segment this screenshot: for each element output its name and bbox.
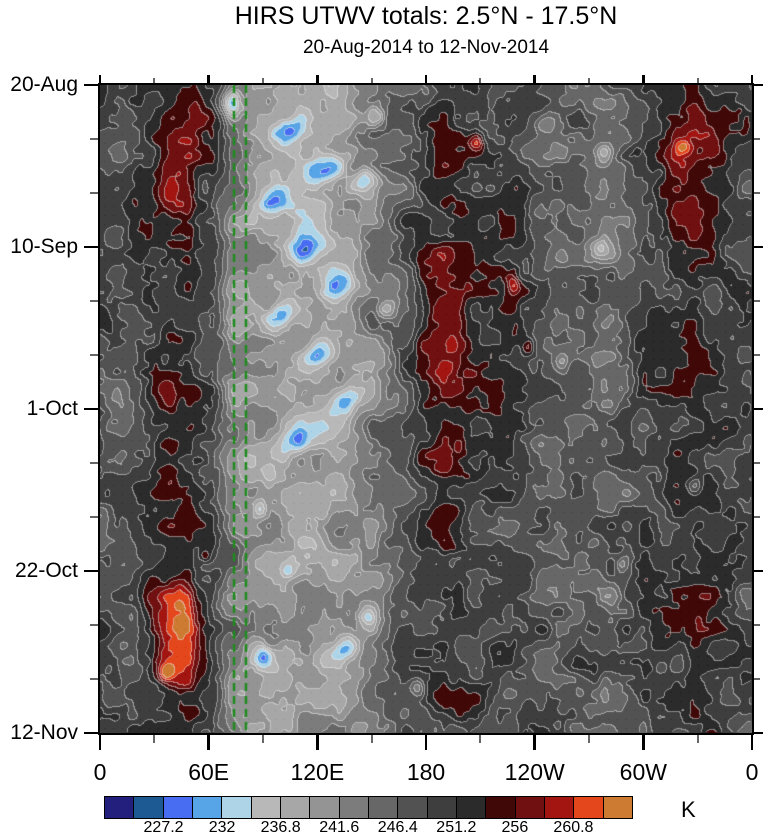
y-minor-tick xyxy=(90,138,98,140)
y-tick-label: 10-Sep xyxy=(10,235,78,258)
colorbar-tick-label: 236.8 xyxy=(260,819,301,834)
contour-field-canvas xyxy=(100,85,752,733)
colorbar-swatch xyxy=(485,797,515,818)
y-tick-label: 20-Aug xyxy=(10,73,78,96)
y-minor-tick-right xyxy=(754,192,760,194)
y-major-tick xyxy=(84,569,98,573)
y-major-tick xyxy=(84,245,98,249)
x-tick-label: 60E xyxy=(188,759,230,785)
colorbar-swatch xyxy=(573,797,603,818)
y-major-tick xyxy=(84,407,98,411)
y-minor-tick-right xyxy=(754,138,760,140)
colorbar-swatch xyxy=(105,797,134,818)
y-minor-tick xyxy=(90,192,98,194)
plot-area xyxy=(98,83,754,735)
colorbar-swatch xyxy=(455,797,486,818)
x-minor-tick xyxy=(588,735,590,743)
colorbar-swatch xyxy=(309,797,339,818)
y-tick-label: 12-Nov xyxy=(10,721,78,744)
y-minor-tick xyxy=(90,516,98,518)
y-major-tick xyxy=(84,731,98,735)
x-tick-label: 60W xyxy=(619,759,667,785)
colorbar-tick-label: 241.6 xyxy=(319,819,360,834)
y-minor-tick xyxy=(90,462,98,464)
x-major-tick xyxy=(207,735,210,750)
y-minor-tick xyxy=(90,300,98,302)
x-major-tick-top xyxy=(207,75,210,83)
chart-subtitle: 20-Aug-2014 to 12-Nov-2014 xyxy=(302,37,550,58)
x-major-tick-top xyxy=(424,75,428,83)
colorbar-tick-label: 227.2 xyxy=(143,819,184,834)
x-minor-tick-top xyxy=(588,78,590,83)
x-tick-label: 0 xyxy=(745,759,759,785)
x-major-tick-top xyxy=(533,75,536,83)
chart-title: HIRS UTWV totals: 2.5°N - 17.5°N xyxy=(234,2,618,30)
colorbar-swatch xyxy=(338,797,368,818)
y-minor-tick-right xyxy=(754,678,760,680)
x-major-tick-top xyxy=(316,75,319,83)
x-minor-tick xyxy=(370,735,373,743)
colorbar-tick-label: 246.4 xyxy=(377,819,418,834)
colorbar-tick-label: 260.8 xyxy=(553,819,594,834)
colorbar-swatch xyxy=(250,797,280,818)
x-major-tick xyxy=(533,735,536,750)
colorbar-tick-label: 256 xyxy=(501,819,529,834)
x-major-tick xyxy=(98,735,102,750)
y-minor-tick-right xyxy=(754,516,760,518)
y-tick-label: 22-Oct xyxy=(14,559,78,582)
colorbar-swatch xyxy=(162,797,192,818)
colorbar-swatch xyxy=(426,797,456,818)
colorbar-tick-label: 251.2 xyxy=(436,819,477,834)
colorbar-swatch xyxy=(279,797,310,818)
y-minor-tick xyxy=(90,624,98,626)
y-major-tick-right xyxy=(754,407,763,411)
colorbar-swatch xyxy=(133,797,163,818)
y-minor-tick-right xyxy=(754,300,760,302)
x-tick-label: 180 xyxy=(406,759,446,785)
x-minor-tick-top xyxy=(696,78,699,83)
x-major-tick-top xyxy=(642,75,645,83)
x-major-tick-top xyxy=(98,75,102,83)
x-tick-label: 120E xyxy=(290,759,345,785)
y-major-tick xyxy=(84,83,98,87)
y-minor-tick-right xyxy=(754,462,760,464)
x-major-tick xyxy=(642,735,645,750)
x-major-tick-top xyxy=(750,75,754,83)
y-major-tick-right xyxy=(754,245,763,249)
colorbar-unit-label: K xyxy=(681,797,696,822)
x-minor-tick-top xyxy=(262,78,264,83)
y-tick-label: 1-Oct xyxy=(26,397,78,420)
colorbar xyxy=(104,796,633,819)
x-major-tick xyxy=(316,735,319,750)
x-minor-tick-top xyxy=(479,78,482,83)
colorbar-swatch xyxy=(367,797,398,818)
colorbar-swatch xyxy=(191,797,222,818)
y-minor-tick xyxy=(90,678,98,680)
colorbar-swatch xyxy=(543,797,574,818)
y-minor-tick-right xyxy=(754,624,760,626)
y-major-tick-right xyxy=(754,83,763,87)
colorbar-swatch xyxy=(514,797,544,818)
x-minor-tick-top xyxy=(370,78,373,83)
y-major-tick-right xyxy=(754,731,763,735)
y-minor-tick xyxy=(90,354,98,356)
x-major-tick xyxy=(424,735,428,750)
colorbar-swatch xyxy=(602,797,632,818)
x-major-tick xyxy=(750,735,754,750)
colorbar-swatch xyxy=(221,797,251,818)
x-minor-tick-top xyxy=(153,78,156,83)
x-minor-tick xyxy=(153,735,156,743)
y-minor-tick-right xyxy=(754,354,760,356)
colorbar-swatch xyxy=(397,797,427,818)
x-tick-label: 0 xyxy=(93,759,107,785)
x-minor-tick xyxy=(696,735,699,743)
colorbar-tick-label: 232 xyxy=(208,819,236,834)
x-minor-tick xyxy=(479,735,482,743)
x-tick-label: 120W xyxy=(504,759,565,785)
y-major-tick-right xyxy=(754,569,763,573)
x-minor-tick xyxy=(262,735,264,743)
